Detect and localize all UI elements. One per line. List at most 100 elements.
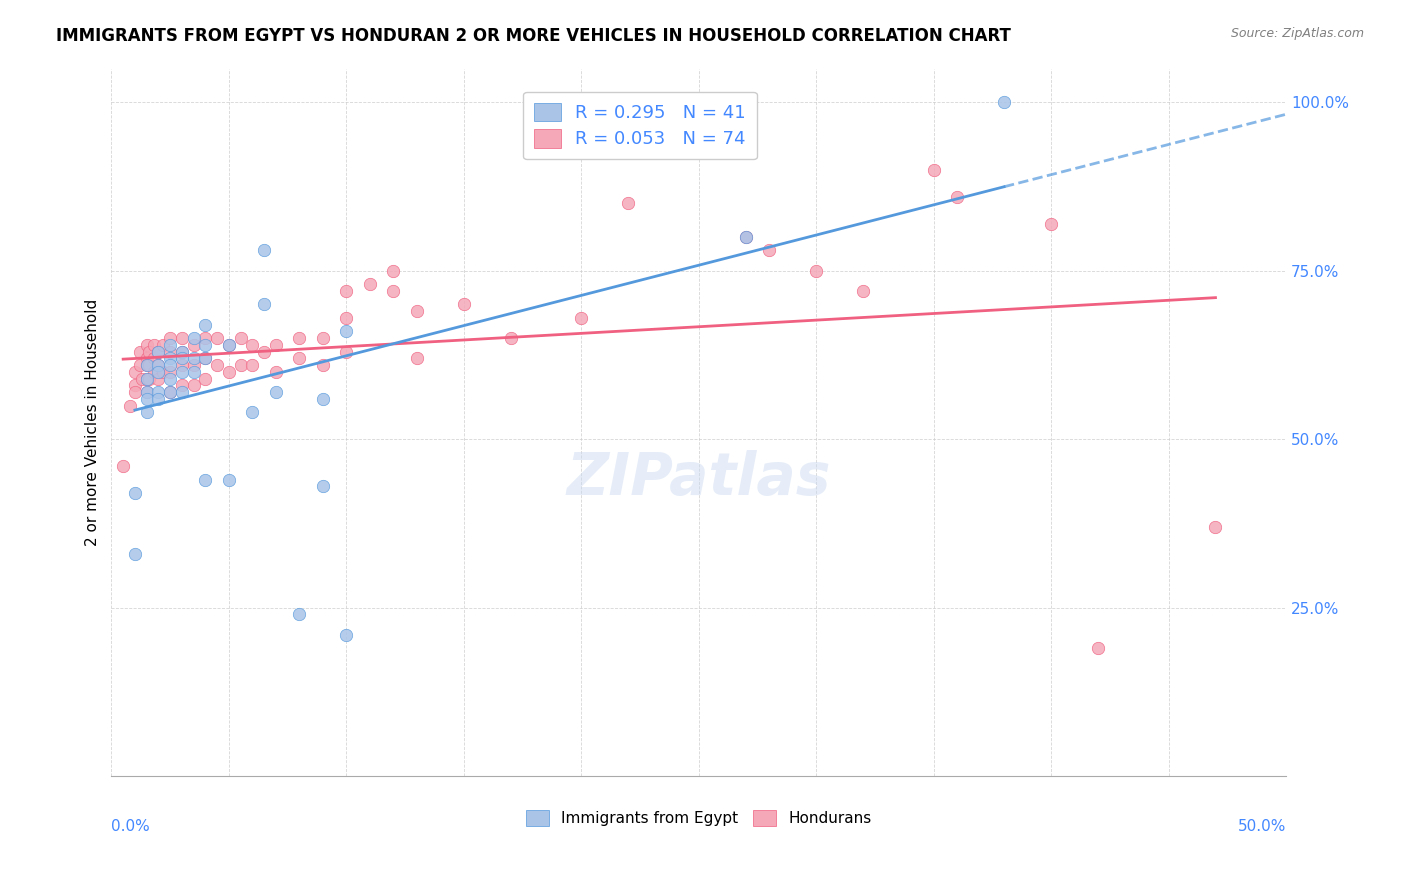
Point [159, 371, 181, 385]
Point [218, 473, 240, 487]
Point [148, 365, 170, 379]
Text: Source: ZipAtlas.com: Source: ZipAtlas.com [1230, 27, 1364, 40]
Point [135, 338, 157, 352]
Point [205, 358, 228, 372]
Legend: Immigrants from Egypt, Hondurans: Immigrants from Egypt, Hondurans [520, 804, 877, 832]
Point [135, 405, 157, 419]
Point [1040, 217, 1063, 231]
Point [312, 392, 335, 406]
Point [569, 310, 592, 325]
Point [194, 351, 217, 366]
Point [183, 365, 205, 379]
Point [758, 244, 780, 258]
Point [142, 365, 165, 379]
Point [124, 365, 146, 379]
Point [312, 331, 335, 345]
Point [335, 627, 357, 641]
Point [617, 196, 640, 211]
Point [253, 244, 276, 258]
Point [148, 358, 170, 372]
Point [128, 344, 150, 359]
Point [499, 331, 522, 345]
Point [120, 399, 142, 413]
Point [135, 384, 157, 399]
Point [124, 486, 146, 500]
Point [170, 351, 193, 366]
Text: 0.0%: 0.0% [111, 819, 150, 834]
Point [240, 405, 263, 419]
Point [405, 304, 427, 318]
Point [335, 310, 357, 325]
Point [194, 371, 217, 385]
Point [194, 318, 217, 332]
Point [124, 547, 146, 561]
Point [194, 331, 217, 345]
Point [218, 338, 240, 352]
Point [159, 331, 181, 345]
Point [382, 263, 405, 277]
Y-axis label: 2 or more Vehicles in Household: 2 or more Vehicles in Household [86, 299, 100, 546]
Point [170, 378, 193, 392]
Point [124, 384, 146, 399]
Point [194, 473, 217, 487]
Point [183, 338, 205, 352]
Point [734, 230, 756, 244]
Text: ZIPatlas: ZIPatlas [567, 450, 831, 508]
Point [405, 351, 427, 366]
Point [253, 297, 276, 311]
Point [993, 95, 1015, 110]
Point [288, 607, 311, 622]
Point [205, 331, 228, 345]
Point [253, 344, 276, 359]
Point [138, 358, 160, 372]
Point [135, 358, 157, 372]
Point [170, 384, 193, 399]
Point [142, 351, 165, 366]
Point [288, 331, 311, 345]
Point [128, 358, 150, 372]
Point [183, 351, 205, 366]
Text: 50.0%: 50.0% [1237, 819, 1286, 834]
Point [453, 297, 475, 311]
Point [138, 344, 160, 359]
Text: IMMIGRANTS FROM EGYPT VS HONDURAN 2 OR MORE VEHICLES IN HOUSEHOLD CORRELATION CH: IMMIGRANTS FROM EGYPT VS HONDURAN 2 OR M… [56, 27, 1011, 45]
Point [218, 338, 240, 352]
Point [135, 384, 157, 399]
Point [148, 384, 170, 399]
Point [135, 351, 157, 366]
Point [148, 344, 170, 359]
Point [135, 392, 157, 406]
Point [240, 338, 263, 352]
Point [264, 384, 287, 399]
Point [152, 365, 174, 379]
Point [194, 338, 217, 352]
Point [264, 338, 287, 352]
Point [159, 338, 181, 352]
Point [135, 371, 157, 385]
Point [135, 371, 157, 385]
Point [1087, 641, 1109, 656]
Point [922, 162, 945, 177]
Point [804, 263, 827, 277]
Point [142, 338, 165, 352]
Point [170, 344, 193, 359]
Point [229, 358, 252, 372]
Point [240, 358, 263, 372]
Point [124, 378, 146, 392]
Point [946, 189, 969, 203]
Point [159, 365, 181, 379]
Point [152, 338, 174, 352]
Point [131, 371, 153, 385]
Point [170, 365, 193, 379]
Point [170, 358, 193, 372]
Point [335, 324, 357, 338]
Point [852, 284, 875, 298]
Point [183, 378, 205, 392]
Point [335, 344, 357, 359]
Point [183, 331, 205, 345]
Point [335, 284, 357, 298]
Point [288, 351, 311, 366]
Point [382, 284, 405, 298]
Point [159, 384, 181, 399]
Point [170, 344, 193, 359]
